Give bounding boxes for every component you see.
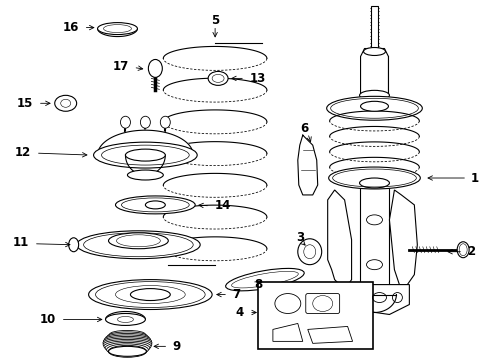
Ellipse shape xyxy=(148,59,162,77)
Polygon shape xyxy=(307,327,352,343)
Text: 5: 5 xyxy=(210,14,219,27)
Ellipse shape xyxy=(120,116,130,128)
Ellipse shape xyxy=(68,238,79,252)
Ellipse shape xyxy=(360,101,387,111)
Text: 17: 17 xyxy=(112,60,128,73)
Ellipse shape xyxy=(108,345,146,357)
Text: 8: 8 xyxy=(253,278,262,291)
Ellipse shape xyxy=(160,116,170,128)
Ellipse shape xyxy=(105,333,149,342)
Text: 12: 12 xyxy=(15,145,31,159)
Ellipse shape xyxy=(140,116,150,128)
Polygon shape xyxy=(339,285,408,315)
Ellipse shape xyxy=(359,294,388,305)
Text: 6: 6 xyxy=(300,122,308,135)
Ellipse shape xyxy=(103,339,151,350)
Text: 11: 11 xyxy=(13,236,29,249)
Ellipse shape xyxy=(328,167,420,189)
Ellipse shape xyxy=(55,95,77,111)
Ellipse shape xyxy=(105,314,145,325)
Text: 10: 10 xyxy=(40,313,56,326)
FancyBboxPatch shape xyxy=(305,293,339,314)
Ellipse shape xyxy=(103,336,151,346)
Text: 1: 1 xyxy=(470,171,478,185)
Polygon shape xyxy=(360,49,387,95)
Ellipse shape xyxy=(274,293,300,314)
Ellipse shape xyxy=(105,342,149,354)
Text: 4: 4 xyxy=(235,306,244,319)
Ellipse shape xyxy=(145,201,165,209)
Ellipse shape xyxy=(127,170,163,180)
Polygon shape xyxy=(105,311,145,319)
Ellipse shape xyxy=(297,239,321,265)
Polygon shape xyxy=(272,323,302,341)
Ellipse shape xyxy=(108,233,168,249)
Text: 2: 2 xyxy=(466,245,474,258)
Polygon shape xyxy=(125,155,165,175)
Text: 14: 14 xyxy=(215,199,231,212)
Ellipse shape xyxy=(106,344,148,355)
Ellipse shape xyxy=(359,90,388,100)
Text: 16: 16 xyxy=(62,21,79,34)
Ellipse shape xyxy=(98,23,137,35)
Bar xyxy=(370,6,378,49)
Ellipse shape xyxy=(88,280,212,310)
Ellipse shape xyxy=(109,330,145,338)
Bar xyxy=(359,183,388,300)
Text: 7: 7 xyxy=(232,288,240,301)
Polygon shape xyxy=(388,190,416,285)
Ellipse shape xyxy=(107,332,147,340)
Ellipse shape xyxy=(77,231,200,259)
Ellipse shape xyxy=(363,48,385,55)
Ellipse shape xyxy=(108,346,146,356)
Text: 15: 15 xyxy=(17,97,33,110)
Ellipse shape xyxy=(130,289,170,301)
Bar xyxy=(258,282,372,349)
Text: 13: 13 xyxy=(249,72,265,85)
Polygon shape xyxy=(327,190,351,289)
Ellipse shape xyxy=(359,178,388,188)
Ellipse shape xyxy=(103,341,151,352)
Ellipse shape xyxy=(93,142,197,168)
Ellipse shape xyxy=(115,196,195,214)
Text: 3: 3 xyxy=(295,231,303,244)
Ellipse shape xyxy=(103,338,152,348)
Ellipse shape xyxy=(208,71,227,85)
Ellipse shape xyxy=(225,269,304,291)
Polygon shape xyxy=(98,130,193,155)
Text: 9: 9 xyxy=(172,340,180,353)
Ellipse shape xyxy=(326,96,422,120)
Ellipse shape xyxy=(456,242,468,258)
Ellipse shape xyxy=(125,149,165,161)
Ellipse shape xyxy=(104,335,150,344)
